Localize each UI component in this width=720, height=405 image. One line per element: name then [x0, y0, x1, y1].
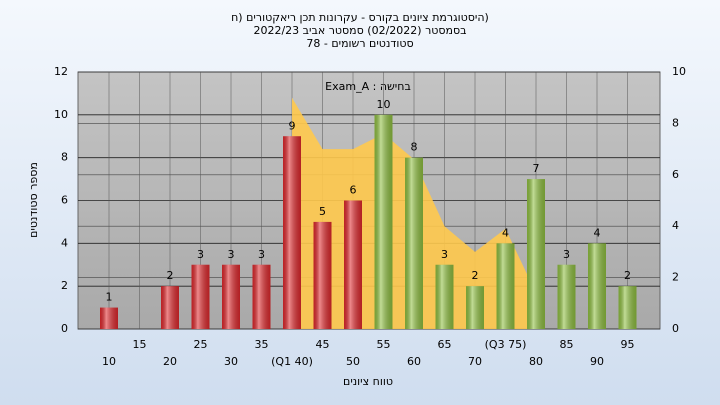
data-label: 2: [624, 269, 631, 282]
x-tick-label: 60: [407, 355, 421, 368]
y2-tick-label: 8: [672, 116, 679, 129]
data-label: 10: [377, 98, 391, 111]
data-label: 4: [594, 226, 601, 239]
x-tick-label: 55: [377, 338, 391, 351]
bar-shine: [161, 286, 179, 329]
data-label: 8: [411, 141, 418, 154]
x-tick-label: 25: [194, 338, 208, 351]
y2-tick-label: 0: [672, 322, 679, 335]
x-tick-label: 45: [316, 338, 330, 351]
data-label: 3: [441, 248, 448, 261]
x-tick-label: 85: [560, 338, 574, 351]
y-tick-label: 2: [61, 279, 68, 292]
y-tick-label: 10: [54, 108, 68, 121]
x-tick-label: 90: [590, 355, 604, 368]
data-label: 2: [472, 269, 479, 282]
x-tick-label: 35: [255, 338, 269, 351]
y2-tick-label: 4: [672, 219, 679, 232]
bar-shine: [496, 243, 515, 329]
y2-tick-label: 2: [672, 271, 679, 284]
data-label: 3: [258, 248, 265, 261]
bar-shine: [618, 286, 637, 329]
chart-title: בסמסטר (02/2022) סמסטר אביב 2022/23: [253, 24, 466, 37]
data-label: 6: [350, 184, 357, 197]
x-tick-label: (Q1 40): [271, 355, 313, 368]
y2-tick-label: 6: [672, 168, 679, 181]
x-tick-label: 20: [163, 355, 177, 368]
x-tick-label: 30: [224, 355, 238, 368]
chart-title: סטודנטים רשומים - 78: [306, 37, 413, 50]
bar-shine: [252, 264, 271, 329]
data-label: 4: [502, 226, 509, 239]
data-label: 3: [197, 248, 204, 261]
annotation: בחישה : Exam_A: [325, 80, 411, 93]
bar-shine: [588, 243, 606, 329]
data-label: 1: [106, 291, 113, 304]
y-tick-label: 12: [54, 65, 68, 78]
x-tick-label: 50: [346, 355, 360, 368]
bar-shine: [283, 136, 301, 329]
y-axis-label: מספר סטודנטים: [27, 162, 40, 238]
chart-title: (היסטוגרמת ציונים בקורס - עקרונות תכן רי…: [231, 11, 489, 24]
x-tick-label: 10: [102, 355, 116, 368]
x-tick-label: 95: [621, 338, 635, 351]
y-tick-label: 0: [61, 322, 68, 335]
bar-shine: [466, 286, 484, 329]
bar-shine: [557, 264, 576, 329]
bar-shine: [527, 179, 545, 329]
y-tick-label: 4: [61, 236, 68, 249]
bar-shine: [374, 114, 393, 329]
x-tick-label: 15: [133, 338, 147, 351]
x-tick-label: 65: [438, 338, 452, 351]
bar-shine: [405, 157, 423, 329]
y2-tick-label: 10: [672, 65, 686, 78]
data-label: 9: [289, 119, 296, 132]
data-label: 3: [228, 248, 235, 261]
y-tick-label: 6: [61, 194, 68, 207]
bar-shine: [191, 264, 210, 329]
bar-shine: [222, 264, 240, 329]
bar-shine: [313, 221, 332, 329]
x-tick-label: 80: [529, 355, 543, 368]
y-tick-label: 8: [61, 151, 68, 164]
x-tick-label: (Q3 75): [485, 338, 527, 351]
x-tick-label: 70: [468, 355, 482, 368]
data-label: 5: [319, 205, 326, 218]
data-label: 3: [563, 248, 570, 261]
data-label: 2: [167, 269, 174, 282]
bar-shine: [344, 200, 362, 329]
bar-shine: [100, 307, 118, 329]
bar-shine: [435, 264, 454, 329]
data-label: 7: [533, 162, 540, 175]
x-axis-label: טווח ציונים: [343, 375, 393, 388]
